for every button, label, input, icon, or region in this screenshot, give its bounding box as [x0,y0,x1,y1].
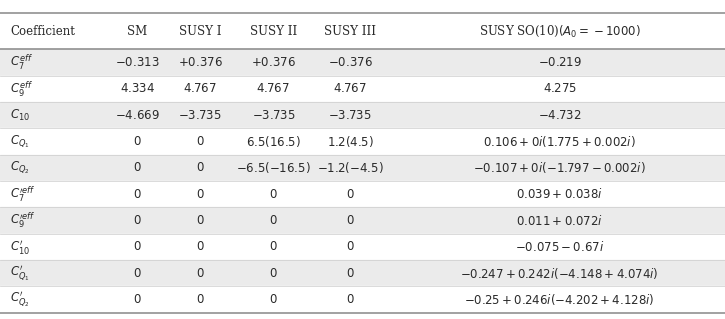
Text: $C_9^{\prime eff}$: $C_9^{\prime eff}$ [10,211,36,230]
Text: $C_{10}$: $C_{10}$ [10,108,30,123]
Text: $6.5(16.5)$: $6.5(16.5)$ [246,134,301,149]
Text: $-0.219$: $-0.219$ [538,56,581,69]
Bar [0,155,725,181]
Text: $-0.25+0.246i(-4.202+4.128i)$: $-0.25+0.246i(-4.202+4.128i)$ [465,292,655,307]
Text: SM: SM [127,25,147,38]
Text: $-3.735$: $-3.735$ [252,109,295,122]
Text: $+0.376$: $+0.376$ [178,56,223,69]
Text: $C_9^{eff}$: $C_9^{eff}$ [10,79,33,99]
Text: $4.767$: $4.767$ [257,82,290,95]
Text: $0$: $0$ [269,240,278,253]
Text: $4.275$: $4.275$ [543,82,576,95]
Text: SUSY II: SUSY II [249,25,297,38]
Text: $0$: $0$ [133,161,141,174]
Text: $0$: $0$ [133,240,141,253]
Text: $0$: $0$ [196,214,204,227]
Text: $0$: $0$ [346,293,355,306]
Text: $0$: $0$ [196,240,204,253]
Text: $C_7^{eff}$: $C_7^{eff}$ [10,53,33,72]
Text: $0.106+0i(1.775+0.002i)$: $0.106+0i(1.775+0.002i)$ [484,134,636,149]
Text: $-0.313$: $-0.313$ [115,56,160,69]
Text: $-4.669$: $-4.669$ [115,109,160,122]
Text: $4.334$: $4.334$ [120,82,154,95]
Text: $-3.735$: $-3.735$ [178,109,222,122]
Text: $C_{10}^{\prime}$: $C_{10}^{\prime}$ [10,238,30,256]
Text: $0$: $0$ [196,267,204,280]
Text: Coefficient: Coefficient [10,25,75,38]
Text: $0.039+0.038i$: $0.039+0.038i$ [516,187,603,201]
Bar [0,129,725,155]
Text: $0$: $0$ [269,214,278,227]
Text: $-0.107+0i(-1.797-0.002i)$: $-0.107+0i(-1.797-0.002i)$ [473,160,646,175]
Bar [0,49,725,76]
Text: $C_{Q_1}$: $C_{Q_1}$ [10,133,30,150]
Text: $0$: $0$ [346,267,355,280]
Text: $C_{Q_1}^{\prime}$: $C_{Q_1}^{\prime}$ [10,263,30,283]
Text: $1.2(4.5)$: $1.2(4.5)$ [327,134,373,149]
Text: $0$: $0$ [346,214,355,227]
Text: $4.767$: $4.767$ [183,82,217,95]
Bar [0,181,725,207]
Text: $0$: $0$ [269,188,278,201]
Text: $C_7^{\prime eff}$: $C_7^{\prime eff}$ [10,184,36,204]
Text: $0$: $0$ [269,267,278,280]
Text: $0$: $0$ [196,135,204,148]
Bar [0,102,725,129]
Text: $C_{Q_2}^{\prime}$: $C_{Q_2}^{\prime}$ [10,290,30,309]
Text: $-1.2(-4.5)$: $-1.2(-4.5)$ [317,160,384,175]
Text: $0$: $0$ [196,161,204,174]
Text: $0$: $0$ [133,293,141,306]
Bar [0,13,725,49]
Text: $0$: $0$ [133,188,141,201]
Text: $0$: $0$ [269,293,278,306]
Text: $-0.376$: $-0.376$ [328,56,373,69]
Text: $-0.247+0.242i(-4.148+4.074i)$: $-0.247+0.242i(-4.148+4.074i)$ [460,266,659,281]
Text: $4.767$: $4.767$ [334,82,367,95]
Text: $0$: $0$ [196,188,204,201]
Text: SUSY I: SUSY I [179,25,221,38]
Text: SUSY III: SUSY III [324,25,376,38]
Text: $0.011+0.072i$: $0.011+0.072i$ [516,213,603,227]
Bar [0,207,725,234]
Text: $-6.5(-16.5)$: $-6.5(-16.5)$ [236,160,311,175]
Text: SUSY SO(10)$(A_0=-1000)$: SUSY SO(10)$(A_0=-1000)$ [478,24,641,39]
Text: $-0.075-0.67i$: $-0.075-0.67i$ [515,240,605,254]
Bar [0,286,725,313]
Bar [0,260,725,286]
Text: $C_{Q_2}$: $C_{Q_2}$ [10,160,30,176]
Text: $0$: $0$ [133,214,141,227]
Text: $0$: $0$ [133,267,141,280]
Text: $0$: $0$ [133,135,141,148]
Bar [0,76,725,102]
Text: $+0.376$: $+0.376$ [251,56,296,69]
Bar [0,234,725,260]
Text: $0$: $0$ [346,240,355,253]
Text: $-3.735$: $-3.735$ [328,109,372,122]
Text: $0$: $0$ [196,293,204,306]
Text: $-4.732$: $-4.732$ [538,109,581,122]
Text: $0$: $0$ [346,188,355,201]
